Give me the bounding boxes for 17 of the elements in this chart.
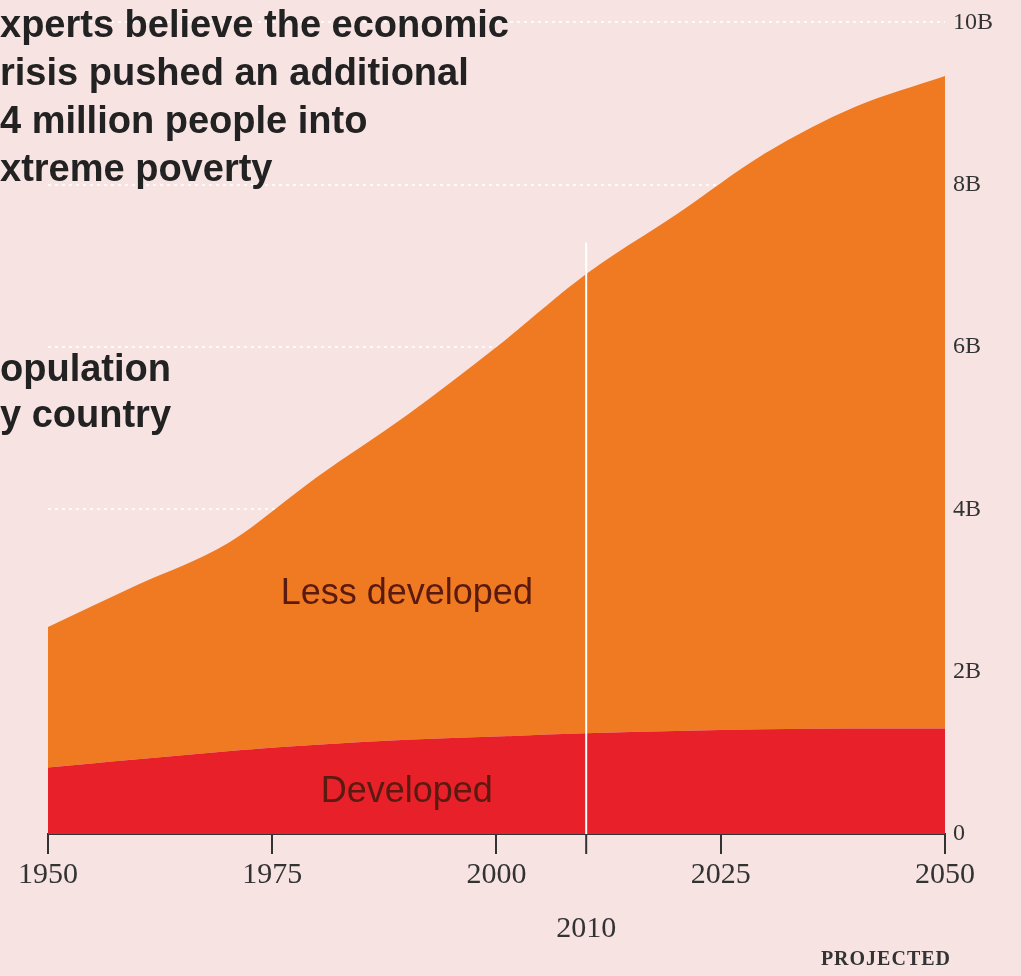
text: opulation y country: [0, 346, 172, 437]
y-tick-label: 8B: [952, 170, 982, 197]
x-tick-label: 1950: [18, 855, 78, 889]
text: PROJECTED: [820, 947, 951, 970]
y-tick-label: 6B: [952, 332, 982, 359]
x-tick-label: 2000: [466, 855, 527, 889]
x-tick-label: 2050: [914, 855, 975, 889]
y-tick-label: 0: [952, 819, 965, 846]
y-tick-label: 10B: [952, 7, 994, 34]
series-label: Less developed: [280, 570, 533, 612]
y-tick-label: 2B: [952, 656, 982, 683]
x-tick-label: 1975: [242, 855, 303, 889]
ref-line-label: 2010: [556, 909, 617, 943]
x-tick-label: 2025: [690, 855, 751, 889]
text: xperts believe the economic risis pushed an additional 4 million people into xtreme poverty: [0, 2, 509, 191]
series-label: Developed: [320, 768, 493, 810]
y-tick-label: 4B: [952, 494, 982, 521]
